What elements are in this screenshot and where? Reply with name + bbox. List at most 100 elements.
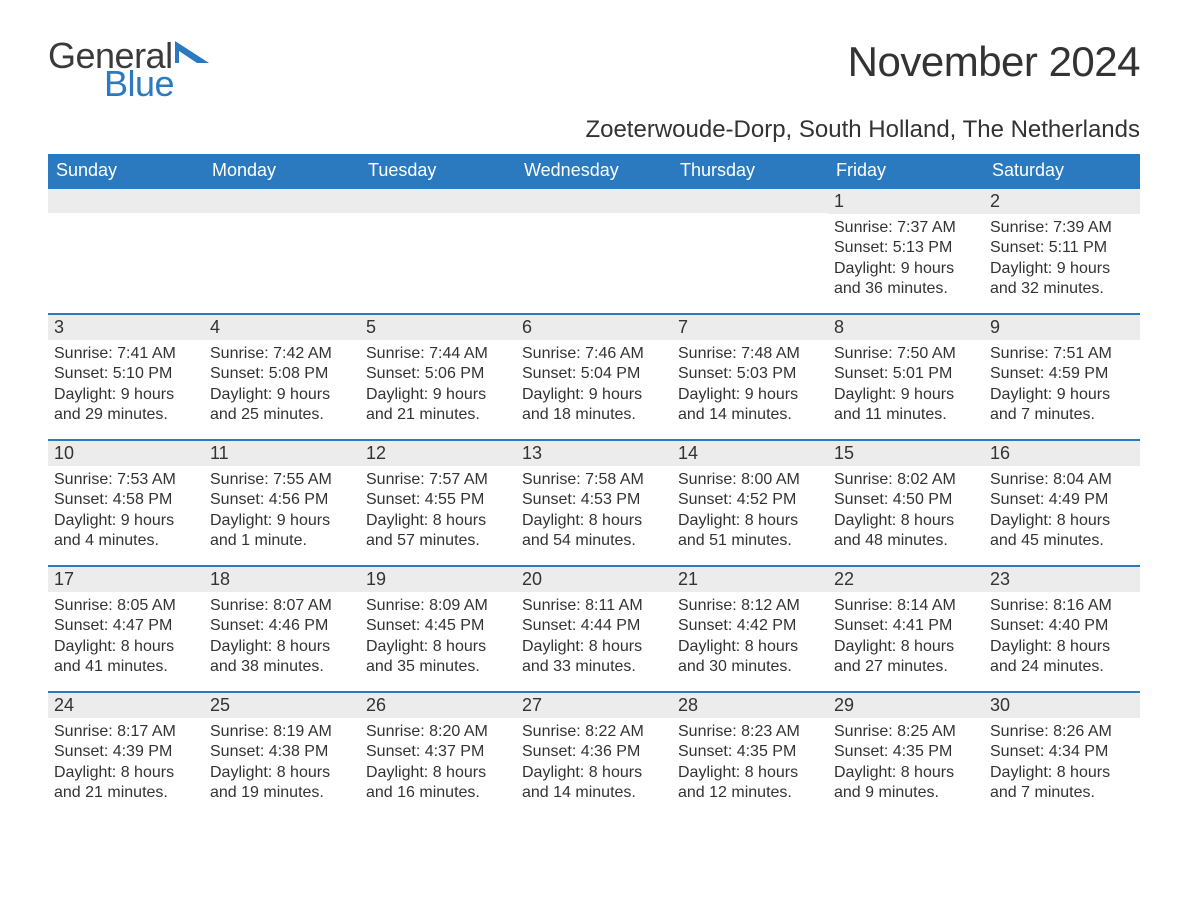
sunset-text: Sunset: 4:42 PM — [678, 616, 822, 636]
daylight-text-2: and 35 minutes. — [366, 657, 510, 677]
header: General Blue November 2024 — [48, 38, 1140, 102]
day-number: 15 — [828, 439, 984, 466]
sunset-text: Sunset: 4:52 PM — [678, 490, 822, 510]
sunrise-text: Sunrise: 8:11 AM — [522, 596, 666, 616]
day-cell — [360, 187, 516, 313]
day-number: 2 — [984, 187, 1140, 214]
sunrise-text: Sunrise: 7:46 AM — [522, 344, 666, 364]
weekday-header: Monday — [204, 154, 360, 187]
day-cell — [672, 187, 828, 313]
daylight-text-2: and 12 minutes. — [678, 783, 822, 803]
sunrise-text: Sunrise: 8:00 AM — [678, 470, 822, 490]
day-cell: 2Sunrise: 7:39 AMSunset: 5:11 PMDaylight… — [984, 187, 1140, 313]
sunset-text: Sunset: 5:11 PM — [990, 238, 1134, 258]
sunset-text: Sunset: 4:47 PM — [54, 616, 198, 636]
day-number: 30 — [984, 691, 1140, 718]
week-row: 17Sunrise: 8:05 AMSunset: 4:47 PMDayligh… — [48, 565, 1140, 691]
empty-day-bar — [360, 187, 516, 213]
day-cell: 26Sunrise: 8:20 AMSunset: 4:37 PMDayligh… — [360, 691, 516, 817]
sunset-text: Sunset: 5:06 PM — [366, 364, 510, 384]
sunset-text: Sunset: 5:10 PM — [54, 364, 198, 384]
sunset-text: Sunset: 5:04 PM — [522, 364, 666, 384]
day-body: Sunrise: 8:09 AMSunset: 4:45 PMDaylight:… — [360, 592, 516, 678]
day-number: 25 — [204, 691, 360, 718]
day-body: Sunrise: 8:04 AMSunset: 4:49 PMDaylight:… — [984, 466, 1140, 552]
daylight-text-1: Daylight: 8 hours — [834, 637, 978, 657]
sunset-text: Sunset: 4:37 PM — [366, 742, 510, 762]
day-cell: 19Sunrise: 8:09 AMSunset: 4:45 PMDayligh… — [360, 565, 516, 691]
day-cell: 5Sunrise: 7:44 AMSunset: 5:06 PMDaylight… — [360, 313, 516, 439]
daylight-text-2: and 30 minutes. — [678, 657, 822, 677]
day-number: 9 — [984, 313, 1140, 340]
day-body: Sunrise: 8:16 AMSunset: 4:40 PMDaylight:… — [984, 592, 1140, 678]
day-number: 20 — [516, 565, 672, 592]
sunrise-text: Sunrise: 8:12 AM — [678, 596, 822, 616]
day-body: Sunrise: 8:07 AMSunset: 4:46 PMDaylight:… — [204, 592, 360, 678]
day-number: 12 — [360, 439, 516, 466]
sunrise-text: Sunrise: 8:25 AM — [834, 722, 978, 742]
day-cell: 13Sunrise: 7:58 AMSunset: 4:53 PMDayligh… — [516, 439, 672, 565]
day-cell: 17Sunrise: 8:05 AMSunset: 4:47 PMDayligh… — [48, 565, 204, 691]
day-cell: 20Sunrise: 8:11 AMSunset: 4:44 PMDayligh… — [516, 565, 672, 691]
day-number: 26 — [360, 691, 516, 718]
daylight-text-2: and 4 minutes. — [54, 531, 198, 551]
weekday-header: Saturday — [984, 154, 1140, 187]
day-number: 6 — [516, 313, 672, 340]
daylight-text-2: and 1 minute. — [210, 531, 354, 551]
day-cell: 18Sunrise: 8:07 AMSunset: 4:46 PMDayligh… — [204, 565, 360, 691]
weekday-header: Tuesday — [360, 154, 516, 187]
day-number: 1 — [828, 187, 984, 214]
daylight-text-1: Daylight: 9 hours — [210, 511, 354, 531]
daylight-text-1: Daylight: 9 hours — [678, 385, 822, 405]
sunrise-text: Sunrise: 7:50 AM — [834, 344, 978, 364]
daylight-text-2: and 11 minutes. — [834, 405, 978, 425]
empty-day-bar — [672, 187, 828, 213]
day-number: 4 — [204, 313, 360, 340]
daylight-text-1: Daylight: 8 hours — [834, 763, 978, 783]
sunset-text: Sunset: 4:53 PM — [522, 490, 666, 510]
daylight-text-1: Daylight: 9 hours — [990, 259, 1134, 279]
sunrise-text: Sunrise: 8:17 AM — [54, 722, 198, 742]
daylight-text-2: and 14 minutes. — [522, 783, 666, 803]
day-body: Sunrise: 8:02 AMSunset: 4:50 PMDaylight:… — [828, 466, 984, 552]
sunrise-text: Sunrise: 7:58 AM — [522, 470, 666, 490]
sunrise-text: Sunrise: 8:20 AM — [366, 722, 510, 742]
sunset-text: Sunset: 4:45 PM — [366, 616, 510, 636]
daylight-text-2: and 27 minutes. — [834, 657, 978, 677]
sunset-text: Sunset: 5:13 PM — [834, 238, 978, 258]
logo: General Blue — [48, 38, 209, 102]
sunrise-text: Sunrise: 8:16 AM — [990, 596, 1134, 616]
day-number: 22 — [828, 565, 984, 592]
day-body: Sunrise: 8:19 AMSunset: 4:38 PMDaylight:… — [204, 718, 360, 804]
day-number: 23 — [984, 565, 1140, 592]
sunset-text: Sunset: 5:03 PM — [678, 364, 822, 384]
day-cell: 4Sunrise: 7:42 AMSunset: 5:08 PMDaylight… — [204, 313, 360, 439]
day-cell: 22Sunrise: 8:14 AMSunset: 4:41 PMDayligh… — [828, 565, 984, 691]
sunrise-text: Sunrise: 7:53 AM — [54, 470, 198, 490]
daylight-text-2: and 48 minutes. — [834, 531, 978, 551]
daylight-text-1: Daylight: 8 hours — [210, 763, 354, 783]
sunset-text: Sunset: 4:59 PM — [990, 364, 1134, 384]
day-cell: 15Sunrise: 8:02 AMSunset: 4:50 PMDayligh… — [828, 439, 984, 565]
sunset-text: Sunset: 5:08 PM — [210, 364, 354, 384]
day-body: Sunrise: 7:41 AMSunset: 5:10 PMDaylight:… — [48, 340, 204, 426]
daylight-text-2: and 21 minutes. — [54, 783, 198, 803]
weekday-header-row: SundayMondayTuesdayWednesdayThursdayFrid… — [48, 154, 1140, 187]
daylight-text-1: Daylight: 8 hours — [366, 637, 510, 657]
day-number: 27 — [516, 691, 672, 718]
day-body: Sunrise: 7:55 AMSunset: 4:56 PMDaylight:… — [204, 466, 360, 552]
day-cell: 28Sunrise: 8:23 AMSunset: 4:35 PMDayligh… — [672, 691, 828, 817]
daylight-text-2: and 51 minutes. — [678, 531, 822, 551]
sunset-text: Sunset: 4:40 PM — [990, 616, 1134, 636]
day-body: Sunrise: 8:14 AMSunset: 4:41 PMDaylight:… — [828, 592, 984, 678]
daylight-text-2: and 19 minutes. — [210, 783, 354, 803]
day-body: Sunrise: 7:44 AMSunset: 5:06 PMDaylight:… — [360, 340, 516, 426]
day-number: 17 — [48, 565, 204, 592]
week-row: 10Sunrise: 7:53 AMSunset: 4:58 PMDayligh… — [48, 439, 1140, 565]
day-cell: 24Sunrise: 8:17 AMSunset: 4:39 PMDayligh… — [48, 691, 204, 817]
sunrise-text: Sunrise: 7:37 AM — [834, 218, 978, 238]
sunset-text: Sunset: 4:34 PM — [990, 742, 1134, 762]
day-body: Sunrise: 8:26 AMSunset: 4:34 PMDaylight:… — [984, 718, 1140, 804]
daylight-text-2: and 32 minutes. — [990, 279, 1134, 299]
daylight-text-2: and 38 minutes. — [210, 657, 354, 677]
